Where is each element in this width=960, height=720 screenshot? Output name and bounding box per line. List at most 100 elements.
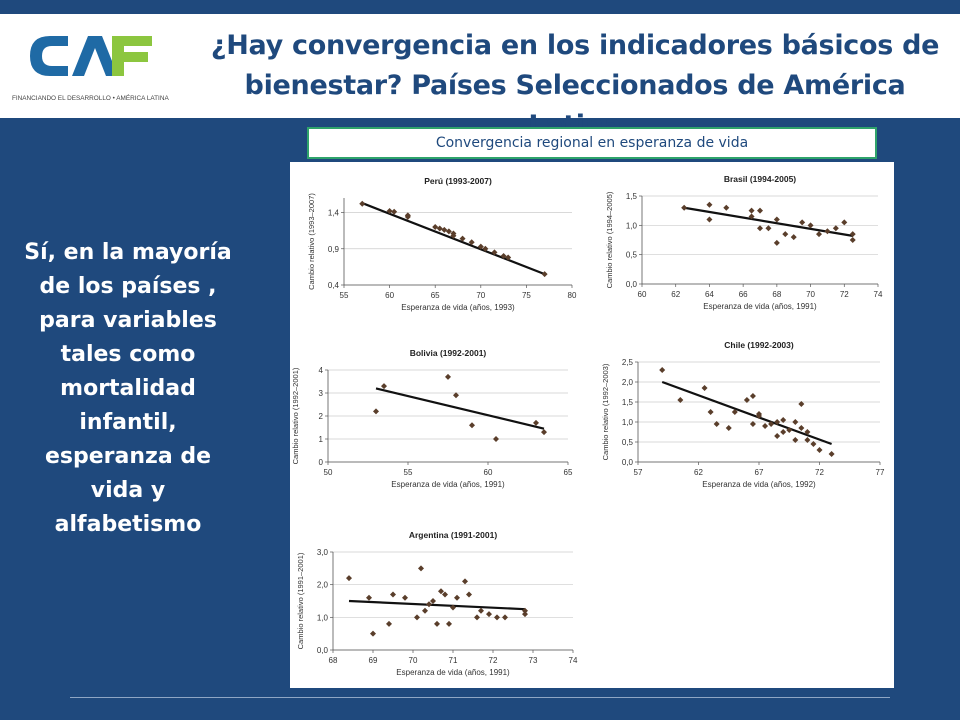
y-axis-label: Cambio relativo (1991–2001) <box>296 552 305 649</box>
x-tick-label: 62 <box>694 468 703 477</box>
data-point <box>780 417 787 423</box>
data-point <box>502 614 508 621</box>
data-point <box>773 216 780 223</box>
data-point <box>432 224 439 230</box>
data-point <box>466 591 472 598</box>
data-point <box>434 620 440 627</box>
data-point <box>390 591 396 598</box>
x-tick-label: 74 <box>569 656 578 665</box>
x-tick-label: 57 <box>634 468 643 477</box>
data-point <box>450 232 457 239</box>
data-point <box>370 630 376 637</box>
x-tick-label: 55 <box>404 468 413 477</box>
data-point <box>768 421 775 427</box>
data-point <box>748 213 755 220</box>
x-tick-label: 60 <box>385 291 394 300</box>
data-point <box>749 421 756 427</box>
x-tick-label: 71 <box>449 656 458 665</box>
chart-title: Bolivia (1992-2001) <box>410 348 487 358</box>
data-point <box>799 219 806 226</box>
data-point <box>478 607 484 614</box>
data-point <box>493 436 499 442</box>
data-point <box>533 419 539 426</box>
data-point <box>445 373 451 380</box>
data-point <box>659 367 666 373</box>
x-tick-label: 68 <box>329 656 338 665</box>
data-point <box>459 235 466 242</box>
data-point <box>450 604 456 611</box>
y-tick-label: 3,0 <box>317 548 329 557</box>
data-point <box>454 594 460 601</box>
logo-tagline: FINANCIANDO EL DESARROLLO • AMÉRICA LATI… <box>12 93 169 102</box>
data-point <box>430 598 436 604</box>
x-tick-label: 68 <box>772 290 781 299</box>
data-point <box>824 228 831 235</box>
x-tick-label: 60 <box>484 468 493 477</box>
data-point <box>436 225 443 232</box>
data-point <box>366 594 372 601</box>
y-tick-label: 1,0 <box>626 221 638 230</box>
x-tick-label: 70 <box>476 291 485 300</box>
data-point <box>798 425 805 431</box>
y-tick-label: 0,4 <box>328 281 340 290</box>
data-point <box>359 200 366 207</box>
y-tick-label: 2,0 <box>317 581 329 590</box>
y-tick-label: 1,5 <box>622 398 634 407</box>
data-point <box>706 201 713 208</box>
data-point <box>828 451 835 457</box>
data-point <box>810 441 817 447</box>
data-point <box>816 447 823 453</box>
data-point <box>482 245 489 252</box>
charts-svg: Perú (1993-2007) 0,4 0,9 1,4 55 60 65 70 75 80 Esp… <box>291 174 885 677</box>
data-point <box>474 614 480 621</box>
x-axis-label: Esperanza de vida (años, 1991) <box>396 668 510 677</box>
x-tick-label: 72 <box>840 290 849 299</box>
data-point <box>743 397 750 403</box>
y-tick-label: 1 <box>319 435 324 444</box>
data-point <box>391 208 398 215</box>
y-tick-label: 0 <box>319 458 324 467</box>
data-point <box>404 213 411 220</box>
data-point <box>491 249 498 256</box>
x-tick-label: 62 <box>671 290 680 299</box>
data-point <box>790 234 797 241</box>
header: FINANCIANDO EL DESARROLLO • AMÉRICA LATI… <box>0 14 960 141</box>
chart-0: Perú (1993-2007) 0,4 0,9 1,4 55 60 65 70 75 80 Esp… <box>307 176 577 312</box>
data-point <box>792 419 799 425</box>
x-tick-label: 64 <box>705 290 714 299</box>
data-point <box>706 216 713 223</box>
data-point <box>731 409 738 415</box>
y-tick-label: 0,9 <box>328 245 340 254</box>
trend-line <box>661 380 832 446</box>
data-point <box>381 383 387 390</box>
chart-section-title: Convergencia regional en esperanza de vi… <box>307 127 877 159</box>
x-tick-label: 70 <box>409 656 418 665</box>
data-point <box>681 204 688 211</box>
x-tick-label: 73 <box>529 656 538 665</box>
footer-divider <box>70 697 890 698</box>
data-point <box>713 421 720 427</box>
data-point <box>798 401 805 407</box>
x-axis-label: Esperanza de vida (años, 1991) <box>391 480 505 489</box>
data-point <box>541 429 547 436</box>
trend-line <box>348 599 526 611</box>
y-tick-label: 1,0 <box>317 613 329 622</box>
data-point <box>426 601 432 608</box>
y-tick-label: 2,5 <box>622 358 634 367</box>
top-bar <box>0 0 960 14</box>
x-tick-label: 65 <box>431 291 440 300</box>
data-point <box>541 271 548 278</box>
data-point <box>477 243 484 250</box>
chart-4: Argentina (1991-2001) 0,0 1,0 2,0 3,0 68 69 70 7… <box>296 530 578 677</box>
y-tick-label: 0,5 <box>622 438 634 447</box>
chart-title: Perú (1993-2007) <box>424 176 492 186</box>
y-tick-label: 0,5 <box>626 251 638 260</box>
x-axis-label: Esperanza de vida (años, 1993) <box>401 303 515 312</box>
y-axis-label: Cambio relativo (1994–2005) <box>605 191 614 288</box>
data-point <box>346 575 352 582</box>
data-point <box>707 409 714 415</box>
data-point <box>438 588 444 595</box>
y-axis-label: Cambio relativo (1992–2001) <box>291 367 300 464</box>
charts-panel: Perú (1993-2007) 0,4 0,9 1,4 55 60 65 70 75 80 Esp… <box>290 162 894 688</box>
data-point <box>816 231 822 238</box>
